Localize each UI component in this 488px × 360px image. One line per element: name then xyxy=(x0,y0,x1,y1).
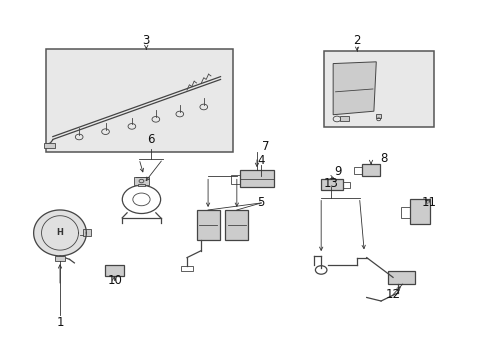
Bar xyxy=(83,229,90,237)
Text: 7: 7 xyxy=(262,140,269,153)
Text: 13: 13 xyxy=(323,177,338,190)
Text: 2: 2 xyxy=(353,34,360,47)
Bar xyxy=(321,179,342,190)
Polygon shape xyxy=(34,210,86,256)
Bar xyxy=(400,207,409,218)
Bar xyxy=(387,271,414,284)
Polygon shape xyxy=(332,62,376,115)
Bar xyxy=(104,265,123,276)
Bar xyxy=(342,182,350,188)
Text: 9: 9 xyxy=(333,165,341,178)
Text: 1: 1 xyxy=(56,316,63,329)
Bar xyxy=(361,165,379,176)
Polygon shape xyxy=(45,49,232,152)
Bar xyxy=(323,51,433,127)
Bar xyxy=(225,210,248,240)
Text: 8: 8 xyxy=(379,152,386,165)
Text: 5: 5 xyxy=(257,197,264,210)
Circle shape xyxy=(139,179,143,183)
Bar xyxy=(353,167,361,174)
Bar xyxy=(137,184,145,186)
Bar xyxy=(44,143,55,148)
Bar xyxy=(231,175,239,184)
Text: 12: 12 xyxy=(385,288,400,301)
Bar xyxy=(196,210,219,240)
Text: 10: 10 xyxy=(107,274,122,287)
Text: 4: 4 xyxy=(257,154,264,167)
Text: H: H xyxy=(57,229,63,238)
Text: 11: 11 xyxy=(421,197,436,210)
Bar xyxy=(409,199,429,224)
Text: 3: 3 xyxy=(142,34,150,47)
Bar xyxy=(376,114,380,118)
Bar xyxy=(181,266,193,271)
Bar xyxy=(55,256,64,261)
Bar xyxy=(239,170,274,187)
Bar xyxy=(340,117,348,121)
Text: 6: 6 xyxy=(147,133,155,146)
Bar xyxy=(134,177,149,185)
